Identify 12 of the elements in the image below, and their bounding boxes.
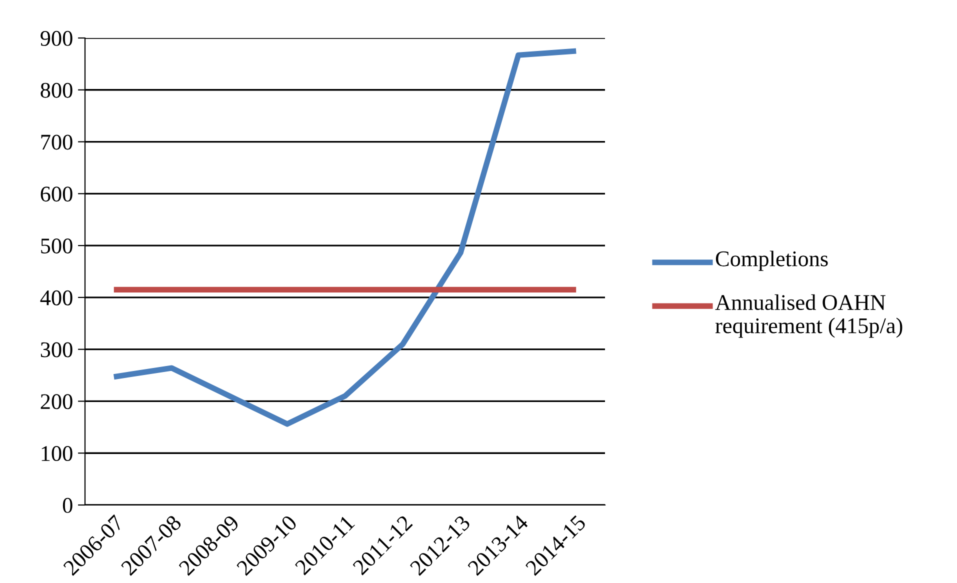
y-tick-label: 600 xyxy=(40,186,72,202)
y-tick-label: 0 xyxy=(62,498,72,513)
y-tick-label: 300 xyxy=(40,342,72,358)
y-tick-label: 500 xyxy=(41,238,72,254)
y-tick-label: 400 xyxy=(40,290,72,306)
y-tick-label: 100 xyxy=(42,446,72,462)
legend-label: Annualised OAHN requirement (415p/a) xyxy=(715,294,902,338)
y-tick-label: 900 xyxy=(40,30,72,46)
y-tick-label: 800 xyxy=(40,82,72,98)
y-tick-label: 200 xyxy=(40,394,72,410)
y-tick-label: 700 xyxy=(41,134,72,150)
legend-label: Completions xyxy=(716,250,828,271)
